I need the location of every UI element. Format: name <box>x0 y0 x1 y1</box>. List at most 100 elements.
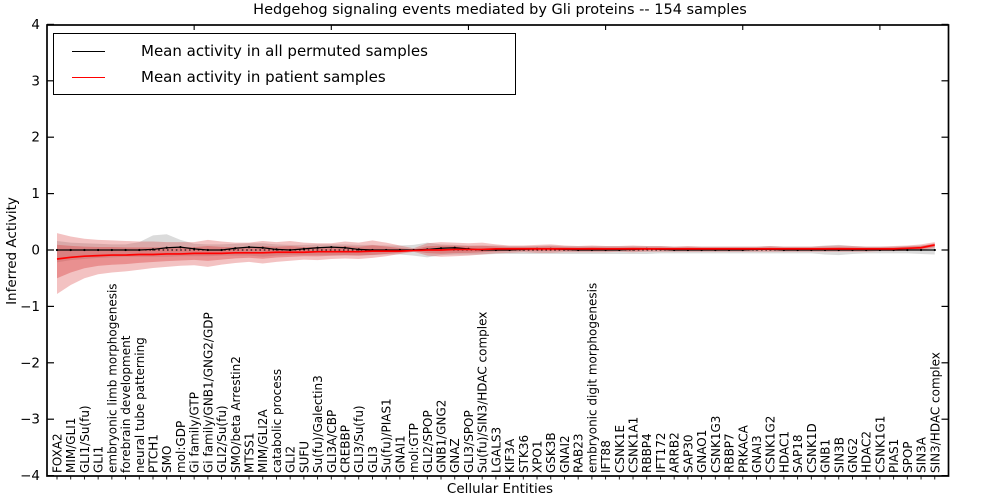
x-category-label: CSNK1E <box>613 425 627 473</box>
y-tick-label: 3 <box>31 73 40 89</box>
patient-band-outer <box>57 233 935 294</box>
y-tick-label: −2 <box>20 355 40 371</box>
x-category-label: mol:GDP <box>174 421 188 473</box>
chart-title: Hedgehog signaling events mediated by Gl… <box>253 2 747 18</box>
permuted-point <box>69 248 72 252</box>
permuted-point <box>906 248 909 252</box>
x-category-label: SMO <box>160 446 174 473</box>
x-category-label: SAP18 <box>791 434 805 473</box>
legend-label-permuted: Mean activity in all permuted samples <box>141 42 428 60</box>
permuted-point <box>247 246 251 249</box>
y-tick-label: 0 <box>31 243 40 259</box>
permuted-point <box>220 248 223 252</box>
x-category-label: GNG2 <box>846 438 860 473</box>
permuted-point <box>316 246 319 249</box>
x-category-label: CSNK1G3 <box>709 416 723 473</box>
x-category-label: HDAC1 <box>777 431 791 473</box>
x-category-label: PIAS1 <box>887 439 901 473</box>
x-category-label: SAP30 <box>681 434 695 473</box>
permuted-point <box>96 248 100 252</box>
x-category-label: catabolic process <box>270 369 284 473</box>
x-category-label: PTCH1 <box>147 434 161 473</box>
x-category-label: SMO/beta Arrestin2 <box>229 356 243 473</box>
patient-mean-line <box>56 244 935 260</box>
x-category-label: IFT172 <box>654 433 668 473</box>
x-category-label: LGALS3 <box>489 427 503 473</box>
x-category-label: GLI1 <box>92 446 106 473</box>
legend: Mean activity in all permuted samples Me… <box>53 33 516 95</box>
x-category-label: GNAI3 <box>750 435 764 473</box>
x-category-label: GNAI2 <box>558 435 572 473</box>
x-category-label: GLI2/SPOP <box>421 410 435 473</box>
x-category-label: GSK3B <box>544 432 558 473</box>
permuted-point <box>453 246 456 249</box>
x-category-label: embryonic limb morphogenesis <box>105 283 119 473</box>
permuted-point <box>206 248 210 252</box>
y-tick-label: −1 <box>20 299 40 315</box>
permuted-point <box>110 248 114 252</box>
permuted-point <box>330 246 333 249</box>
permuted-point <box>933 248 936 252</box>
x-category-label: CREBBP <box>339 425 353 473</box>
x-category-label: neural tube patterning <box>133 337 147 473</box>
x-category-label: mol:GTP <box>407 423 421 473</box>
x-category-label: GLI3/Su(fu) <box>352 405 366 473</box>
x-category-label: CSNK1G2 <box>764 416 778 473</box>
x-category-label: FOXA2 <box>51 433 65 473</box>
x-category-label: Gi family/GTP <box>188 392 202 473</box>
x-category-label: RAB23 <box>572 433 586 473</box>
permuted-point <box>275 248 278 251</box>
x-category-label: GLI3A/CBP <box>325 410 339 473</box>
x-category-label: MIM/GLI2A <box>256 409 270 473</box>
permuted-point <box>234 247 237 250</box>
y-tick-label: 2 <box>31 130 40 146</box>
x-category-label: forebrain development <box>119 335 133 473</box>
x-category-label: GLI2 <box>284 446 298 473</box>
permuted-line-swatch <box>72 50 105 52</box>
y-tick-label: 1 <box>31 186 40 202</box>
x-category-label: GNAI1 <box>393 435 407 473</box>
x-category-label: embryonic digit morphogenesis <box>585 283 599 473</box>
x-category-label: Gi family/GNB1/GNG2/GDP <box>201 312 215 473</box>
permuted-point <box>343 246 347 249</box>
x-category-label: MIM/GLI1 <box>64 418 78 473</box>
y-tick-label: −4 <box>20 468 40 484</box>
y-tick-label: 4 <box>31 17 40 33</box>
permuted-point <box>261 246 264 249</box>
permuted-point <box>165 246 168 249</box>
y-tick-label: −3 <box>20 412 40 428</box>
legend-item-permuted: Mean activity in all permuted samples <box>62 38 507 64</box>
x-category-label: GNB1/GNG2 <box>435 400 449 473</box>
x-category-label: SIN3B <box>832 437 846 473</box>
permuted-point <box>439 247 443 250</box>
permuted-point <box>193 247 196 251</box>
permuted-point <box>302 247 306 251</box>
permuted-point <box>289 248 292 252</box>
x-category-label: Su(fu)/Galectin3 <box>311 375 325 473</box>
permuted-point <box>83 248 86 252</box>
x-category-label: CSNK1D <box>805 423 819 473</box>
x-category-label: GLI2/Su(fu) <box>215 405 229 473</box>
x-category-label: GLI3/SPOP <box>462 410 476 473</box>
x-category-label: ARRB2 <box>668 432 682 473</box>
x-category-label: MTSS1 <box>243 432 257 473</box>
x-category-label: KIF3A <box>503 438 517 473</box>
x-category-label: SPOP <box>901 441 915 473</box>
x-category-label: PRKACA <box>736 424 750 473</box>
permuted-point <box>357 248 360 251</box>
x-category-label: IFT88 <box>599 440 613 473</box>
x-category-label: SUFU <box>297 441 311 473</box>
x-category-label: GNB1 <box>819 439 833 473</box>
y-axis-label: Inferred Activity <box>4 197 20 305</box>
x-category-label: GLI1/Su(fu) <box>78 405 92 473</box>
x-category-label: XPO1 <box>531 440 545 473</box>
x-category-label: STK36 <box>517 435 531 473</box>
permuted-point <box>179 246 182 249</box>
x-axis-label: Cellular Entities <box>446 481 554 497</box>
permuted-point <box>138 248 141 252</box>
x-category-label: GLI3 <box>366 446 380 473</box>
x-category-label: Su(fu)/SIN3/HDAC complex <box>476 312 490 473</box>
x-category-label: Su(fu)/PIAS1 <box>380 398 394 473</box>
x-category-label: RBBP4 <box>640 433 654 473</box>
